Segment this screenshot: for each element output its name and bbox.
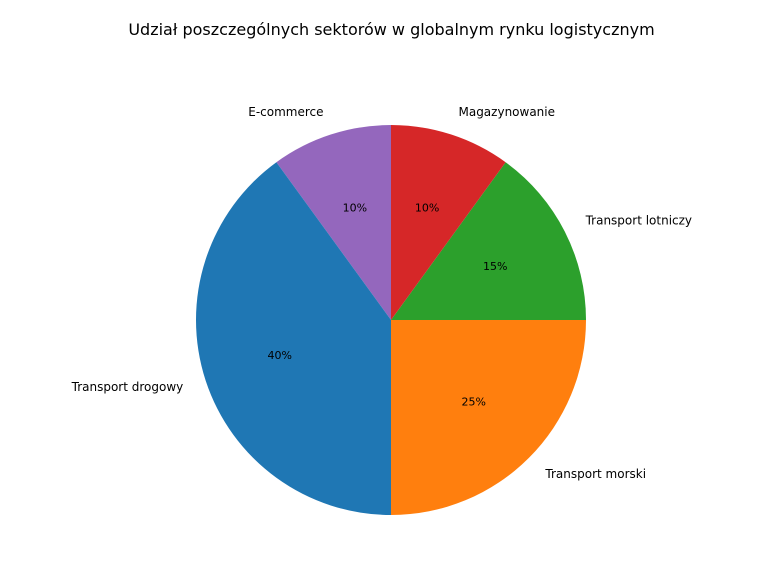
slice-label: E-commerce — [248, 105, 323, 119]
slice-percent-label: 15% — [483, 260, 507, 273]
slice-percent-label: 40% — [267, 349, 291, 362]
pie-chart-container: Udział poszczególnych sektorów w globaln… — [0, 0, 783, 565]
pie-chart-svg: 15% Transport lotniczy 10% Magazynowanie 10%… — [0, 0, 783, 565]
slice-label: Transport drogowy — [71, 380, 184, 394]
slice-label: Transport lotniczy — [585, 213, 692, 227]
slice-label: Magazynowanie — [458, 105, 555, 119]
pie-slice — [391, 320, 586, 515]
slice-percent-label: 10% — [343, 202, 367, 215]
slice-percent-label: 25% — [462, 396, 486, 409]
slice-percent-label: 10% — [415, 202, 439, 215]
slice-label: Transport morski — [544, 467, 646, 481]
